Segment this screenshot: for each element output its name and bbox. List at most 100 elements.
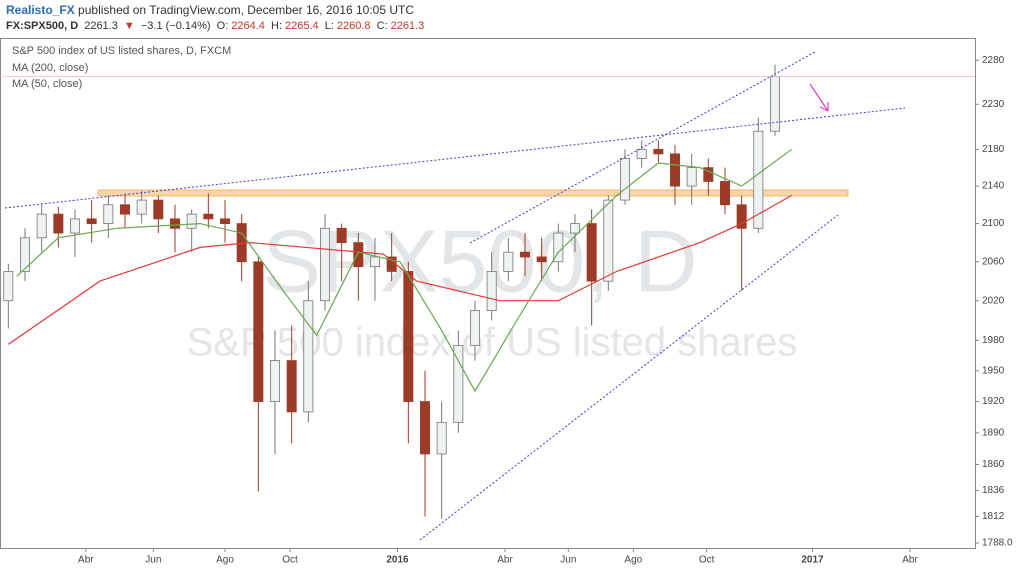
plot xyxy=(0,64,975,519)
y-tick-label: 2140 xyxy=(982,181,1005,192)
quote-line: FX:SPX500, D 2261.3 ▼ −3.1 (−0.14%) O: 22… xyxy=(6,20,427,32)
y-tick-label: 1860 xyxy=(982,459,1005,470)
candle-body xyxy=(220,218,230,224)
moving-average xyxy=(7,194,792,345)
x-tick-label: Oct xyxy=(699,555,715,566)
candle-body xyxy=(203,213,214,220)
candle-body xyxy=(536,256,547,263)
symbol: FX:SPX500, D xyxy=(6,20,79,32)
candle-body xyxy=(770,76,780,132)
candle-body xyxy=(3,271,14,302)
y-tick-label: 2180 xyxy=(982,144,1005,155)
candle-body xyxy=(186,213,197,229)
y-tick-label: 2280 xyxy=(982,55,1005,66)
candle-body xyxy=(753,130,764,229)
trend-line xyxy=(419,214,839,541)
candle-body xyxy=(470,310,480,346)
candle-body xyxy=(53,213,64,234)
candle-body xyxy=(120,204,130,215)
legend-title: S&P 500 index of US listed shares, D, FX… xyxy=(12,45,231,57)
x-tick-label: Ago xyxy=(216,555,234,566)
candle-body xyxy=(736,204,747,229)
y-tick-label: 1788.0 xyxy=(982,538,1013,549)
y-tick-label: 2060 xyxy=(982,256,1005,267)
candle-body xyxy=(686,167,697,187)
y-tick-label: 2020 xyxy=(982,295,1005,306)
candle-body xyxy=(486,271,497,311)
candle-body xyxy=(420,401,430,455)
author[interactable]: Realisto_FX xyxy=(6,3,75,17)
plot-frame xyxy=(0,38,976,549)
candle-body xyxy=(270,360,280,402)
x-tick-label: Oct xyxy=(282,555,298,566)
x-tick-label: Abr xyxy=(497,555,513,566)
open-label: O: xyxy=(216,20,229,32)
open-value: 2264.4 xyxy=(231,20,265,32)
y-tick-label: 1812 xyxy=(982,511,1005,522)
legend-entry: MA (200, close) xyxy=(12,62,88,74)
trend-line xyxy=(469,51,816,244)
watermark: SPX500, D xyxy=(262,211,697,310)
candle-body xyxy=(353,242,364,267)
y-tick-label: 1836 xyxy=(982,485,1005,496)
candle-body xyxy=(20,237,30,272)
x-tick-label: Jun xyxy=(145,555,161,566)
x-tick-label: Jun xyxy=(560,555,576,566)
candle-body xyxy=(336,227,347,243)
candle-body xyxy=(153,199,164,220)
candle-body xyxy=(653,148,664,155)
publish-line: Realisto_FX published on TradingView.com… xyxy=(6,3,414,17)
candle-body xyxy=(253,261,264,402)
change-arrow: ▼ xyxy=(123,20,135,32)
arrow-annotation xyxy=(809,83,829,112)
close-value: 2261.3 xyxy=(390,20,425,32)
candle-body xyxy=(620,158,630,201)
x-tick-label: Abr xyxy=(902,555,918,566)
x-tick-label: Abr xyxy=(78,555,94,566)
y-tick-label: 2230 xyxy=(982,99,1005,110)
y-tick-label: 1920 xyxy=(982,396,1005,407)
trend-line xyxy=(4,107,906,209)
candle-body xyxy=(170,218,180,229)
candle-body xyxy=(403,271,414,402)
x-tick-label: Ago xyxy=(624,555,642,566)
high-label: H: xyxy=(271,20,282,32)
last-price: 2261.3 xyxy=(84,20,118,32)
candle-body xyxy=(370,256,380,267)
candle-body xyxy=(570,223,580,234)
high-value: 2265.4 xyxy=(285,20,319,32)
y-tick-label: 1950 xyxy=(982,365,1005,376)
candle-body xyxy=(320,227,330,302)
resistance-zone xyxy=(97,189,849,197)
candle-body xyxy=(720,181,730,206)
candle-body xyxy=(586,223,597,282)
legend-entry: MA (50, close) xyxy=(12,78,82,90)
candle-body xyxy=(70,218,80,234)
candle-body xyxy=(703,167,714,182)
publish-info: published on TradingView.com, December 1… xyxy=(78,3,415,17)
candle-body xyxy=(670,153,680,187)
close-label: C: xyxy=(376,20,388,32)
y-tick-label: 2100 xyxy=(982,218,1005,229)
moving-average xyxy=(16,148,793,393)
candle-body xyxy=(136,199,147,215)
candle-body xyxy=(520,251,530,258)
candle-body xyxy=(453,345,464,423)
change: −3.1 (−0.14%) xyxy=(140,20,211,32)
candle-body xyxy=(436,421,447,455)
candle-body xyxy=(103,204,114,224)
x-tick-label: 2017 xyxy=(801,555,824,566)
low-label: L: xyxy=(324,20,334,32)
x-tick-label: 2016 xyxy=(386,555,409,566)
candle-body xyxy=(303,300,314,413)
low-value: 2260.8 xyxy=(336,20,371,32)
candle-body xyxy=(636,148,647,159)
candle-body xyxy=(503,251,514,272)
candle-body xyxy=(36,213,47,239)
candle-body xyxy=(603,199,614,282)
y-tick-label: 1980 xyxy=(982,335,1005,346)
watermark-subtitle: S&P 500 index of US listed shares xyxy=(187,321,798,365)
y-tick-label: 1890 xyxy=(982,427,1005,438)
